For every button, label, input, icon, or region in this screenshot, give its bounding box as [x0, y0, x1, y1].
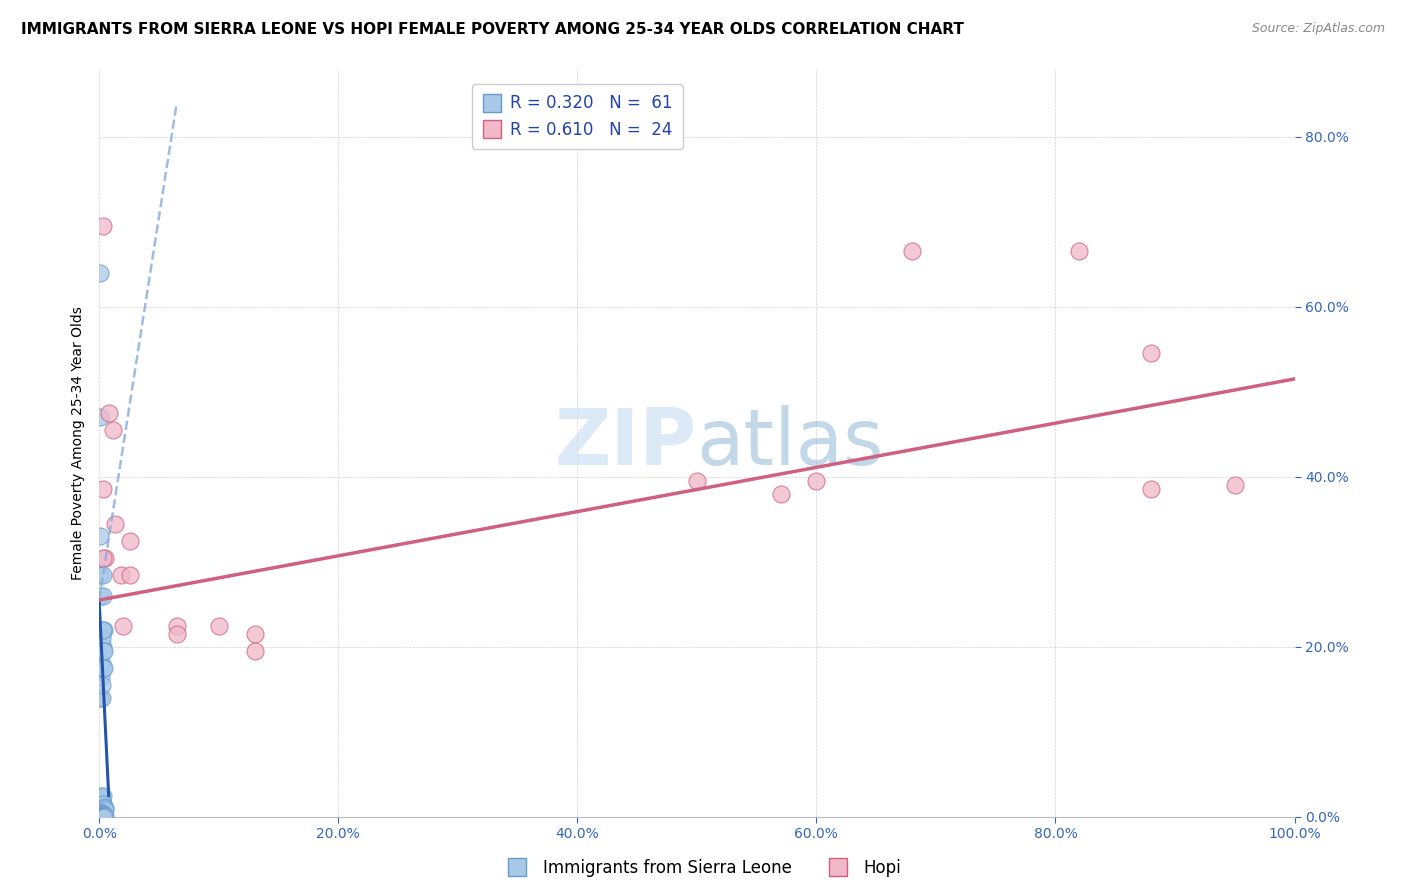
Point	[89, 809, 111, 823]
Point	[93, 808, 115, 822]
Point	[89, 809, 111, 823]
Point	[90, 809, 112, 823]
Y-axis label: Female Poverty Among 25-34 Year Olds: Female Poverty Among 25-34 Year Olds	[72, 306, 86, 580]
Point	[91, 789, 114, 803]
Point	[90, 623, 112, 637]
Point	[90, 807, 112, 822]
Point	[89, 690, 111, 705]
Point	[1140, 483, 1163, 497]
Point	[89, 810, 111, 824]
Point	[89, 810, 111, 824]
Point	[91, 661, 114, 675]
Point	[93, 799, 115, 814]
Point	[93, 810, 115, 824]
Point	[91, 809, 114, 823]
Point	[90, 795, 112, 809]
Point	[90, 690, 112, 705]
Point	[91, 810, 114, 824]
Point	[91, 810, 114, 824]
Text: Source: ZipAtlas.com: Source: ZipAtlas.com	[1251, 22, 1385, 36]
Point	[91, 791, 114, 805]
Point	[1069, 244, 1091, 259]
Point	[90, 807, 112, 822]
Point	[89, 810, 111, 824]
Point	[94, 809, 117, 823]
Point	[1140, 346, 1163, 360]
Point	[91, 589, 114, 603]
Text: ZIP: ZIP	[554, 405, 697, 481]
Point	[89, 810, 111, 824]
Point	[91, 483, 114, 497]
Point	[91, 810, 114, 824]
Point	[90, 678, 112, 692]
Point	[91, 807, 114, 822]
Point	[90, 810, 112, 824]
Point	[89, 810, 111, 824]
Text: atlas: atlas	[697, 405, 884, 481]
Point	[120, 533, 142, 548]
Point	[90, 809, 112, 823]
Legend: R = 0.320   N =  61, R = 0.610   N =  24: R = 0.320 N = 61, R = 0.610 N = 24	[472, 85, 683, 149]
Point	[91, 550, 114, 565]
Point	[686, 474, 709, 488]
Point	[89, 805, 111, 819]
Point	[91, 807, 114, 822]
Point	[89, 589, 111, 603]
Point	[120, 567, 142, 582]
Point	[103, 423, 125, 437]
Point	[91, 644, 114, 658]
Point	[93, 809, 115, 823]
Point	[91, 640, 114, 654]
Point	[806, 474, 828, 488]
Point	[97, 406, 120, 420]
Point	[89, 266, 111, 280]
Text: IMMIGRANTS FROM SIERRA LEONE VS HOPI FEMALE POVERTY AMONG 25-34 YEAR OLDS CORREL: IMMIGRANTS FROM SIERRA LEONE VS HOPI FEM…	[21, 22, 965, 37]
Point	[91, 567, 114, 582]
Point	[89, 789, 111, 803]
Point	[89, 567, 111, 582]
Point	[89, 808, 111, 822]
Point	[91, 219, 114, 233]
Point	[166, 627, 188, 641]
Point	[90, 669, 112, 683]
Point	[208, 618, 231, 632]
Point	[90, 810, 112, 824]
Legend: Immigrants from Sierra Leone, Hopi: Immigrants from Sierra Leone, Hopi	[498, 853, 908, 884]
Point	[112, 618, 135, 632]
Point	[769, 487, 792, 501]
Point	[901, 244, 924, 259]
Point	[89, 809, 111, 823]
Point	[89, 410, 111, 425]
Point	[91, 623, 114, 637]
Point	[93, 623, 115, 637]
Point	[91, 632, 114, 646]
Point	[89, 805, 111, 820]
Point	[166, 618, 188, 632]
Point	[90, 795, 112, 809]
Point	[90, 806, 112, 821]
Point	[243, 644, 266, 658]
Point	[93, 801, 115, 815]
Point	[90, 810, 112, 824]
Point	[91, 797, 114, 812]
Point	[91, 807, 114, 822]
Point	[93, 644, 115, 658]
Point	[1223, 478, 1246, 492]
Point	[104, 516, 127, 531]
Point	[243, 627, 266, 641]
Point	[110, 567, 132, 582]
Point	[94, 550, 117, 565]
Point	[89, 810, 111, 824]
Point	[89, 529, 111, 543]
Point	[93, 661, 115, 675]
Point	[90, 657, 112, 671]
Point	[94, 803, 117, 817]
